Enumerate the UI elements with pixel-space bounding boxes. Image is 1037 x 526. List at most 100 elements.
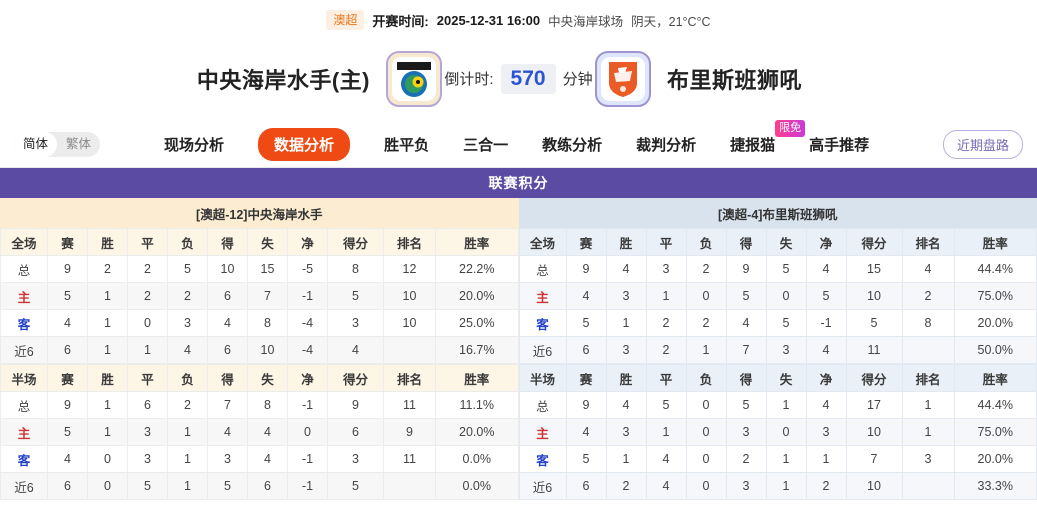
countdown-unit: 分钟 xyxy=(562,71,593,89)
cell-played: 5 xyxy=(565,445,607,473)
away-team-block[interactable]: 布里斯班狮吼 xyxy=(595,51,1015,107)
cell-win-rate: 25.0% xyxy=(435,309,519,337)
th-scope: 半场 xyxy=(0,364,48,392)
th-played: 赛 xyxy=(47,228,88,256)
cell-goals-for: 5 xyxy=(725,391,767,419)
cell-rank: 11 xyxy=(383,445,436,473)
cell-goals-for: 3 xyxy=(207,445,248,473)
cell-rank: 12 xyxy=(383,255,436,283)
cell-goals-against: 4 xyxy=(247,445,288,473)
cell-goal-diff: -1 xyxy=(287,472,328,500)
th-win: 胜 xyxy=(87,228,128,256)
countdown-label: 倒计时: xyxy=(444,71,494,89)
th-goals-for: 得 xyxy=(207,364,248,392)
cell-lose: 0 xyxy=(685,472,727,500)
cell-win-rate: 0.0% xyxy=(435,472,519,500)
tab-live-analysis[interactable]: 现场分析 xyxy=(164,137,225,154)
cell-goals-against: 5 xyxy=(765,309,807,337)
cell-win-rate: 50.0% xyxy=(953,336,1037,364)
th-goals-against: 失 xyxy=(247,228,288,256)
table-row: 主 5 1 3 1 4 4 0 6 9 20.0% xyxy=(0,418,519,446)
cell-rank: 11 xyxy=(383,391,436,419)
th-win: 胜 xyxy=(87,364,128,392)
cell-win-rate: 20.0% xyxy=(953,309,1037,337)
tab-three-in-one[interactable]: 三合一 xyxy=(463,137,509,154)
table-row: 近6 6 3 2 1 7 3 4 11 50.0% xyxy=(518,336,1037,364)
cell-points: 5 xyxy=(327,472,384,500)
cell-lose: 5 xyxy=(167,255,208,283)
cell-goals-for: 3 xyxy=(725,418,767,446)
nav-items: 现场分析 数据分析 胜平负 三合一 教练分析 裁判分析 捷报猫 限免 高手推荐 xyxy=(164,120,870,161)
th-scope: 半场 xyxy=(518,364,567,392)
cell-points: 6 xyxy=(327,418,384,446)
cell-win: 4 xyxy=(605,255,647,283)
table-row: 主 5 1 2 2 6 7 -1 5 10 20.0% xyxy=(0,282,519,310)
cell-win: 2 xyxy=(605,472,647,500)
cell-win-rate: 11.1% xyxy=(435,391,519,419)
th-rank: 排名 xyxy=(901,364,955,392)
th-goals-for: 得 xyxy=(725,364,767,392)
cell-win-rate: 33.3% xyxy=(953,472,1037,500)
cell-goals-against: 15 xyxy=(247,255,288,283)
th-scope: 全场 xyxy=(518,228,567,256)
lang-simplified-button[interactable]: 简体 xyxy=(14,131,58,158)
cell-rank xyxy=(383,472,436,500)
cell-rank xyxy=(901,472,955,500)
cell-goal-diff: -1 xyxy=(287,391,328,419)
tab-coach-analysis[interactable]: 教练分析 xyxy=(542,137,603,154)
th-scope: 全场 xyxy=(0,228,48,256)
tab-win-draw-lose[interactable]: 胜平负 xyxy=(384,137,430,154)
cell-played: 9 xyxy=(47,255,88,283)
cell-win-rate: 44.4% xyxy=(953,255,1037,283)
cell-win: 3 xyxy=(605,418,647,446)
lang-traditional-button[interactable]: 繁体 xyxy=(66,136,92,151)
limited-free-badge: 限免 xyxy=(775,120,806,138)
cell-points: 15 xyxy=(845,255,903,283)
recent-odds-button[interactable]: 近期盘路 xyxy=(942,130,1023,159)
cell-goal-diff: 2 xyxy=(805,472,847,500)
home-team-block[interactable]: 中央海岸水手(主) xyxy=(22,51,442,107)
th-win-rate: 胜率 xyxy=(953,364,1037,392)
th-points: 得分 xyxy=(845,228,903,256)
cell-win-rate: 44.4% xyxy=(953,391,1037,419)
cell-lose: 2 xyxy=(167,282,208,310)
cell-points: 5 xyxy=(327,282,384,310)
th-goals-for: 得 xyxy=(207,228,248,256)
cell-goals-for: 7 xyxy=(725,336,767,364)
cell-rank: 8 xyxy=(901,309,955,337)
table-row: 近6 6 1 1 4 6 10 -4 4 16.7% xyxy=(0,336,519,364)
match-info-bar: 澳超 开赛时间: 2025-12-31 16:00 中央海岸球场 阴天，21°C… xyxy=(0,0,1037,36)
cell-win: 1 xyxy=(605,445,647,473)
th-goal-diff: 净 xyxy=(805,228,847,256)
language-toggle[interactable]: 简体 繁体 xyxy=(14,131,101,158)
tab-expert-picks[interactable]: 高手推荐 xyxy=(809,137,870,154)
th-lose: 负 xyxy=(685,364,727,392)
cell-win: 1 xyxy=(87,309,128,337)
home-standings-pane: [澳超-12]中央海岸水手 全场 赛 胜 平 负 得 失 净 得分 排名 胜率 … xyxy=(0,198,519,500)
tab-data-analysis[interactable]: 数据分析 xyxy=(258,128,351,161)
row-label: 总 xyxy=(0,391,48,419)
cell-goals-against: 7 xyxy=(247,282,288,310)
tab-jiebaomao[interactable]: 捷报猫 限免 xyxy=(730,120,806,155)
cell-goal-diff: 3 xyxy=(805,418,847,446)
cell-goals-against: 5 xyxy=(765,255,807,283)
cell-goals-against: 4 xyxy=(247,418,288,446)
away-fulltime-table: 全场 赛 胜 平 负 得 失 净 得分 排名 胜率 总 9 4 3 2 9 5 … xyxy=(518,228,1037,364)
cell-lose: 0 xyxy=(685,391,727,419)
table-row: 总 9 1 6 2 7 8 -1 9 11 11.1% xyxy=(0,391,519,419)
cell-goals-against: 8 xyxy=(247,391,288,419)
cell-rank: 1 xyxy=(901,391,955,419)
cell-points: 3 xyxy=(327,445,384,473)
cell-goals-for: 5 xyxy=(725,282,767,310)
cell-played: 6 xyxy=(47,336,88,364)
table-row: 近6 6 2 4 0 3 1 2 10 33.3% xyxy=(518,472,1037,500)
cell-played: 4 xyxy=(47,309,88,337)
cell-draw: 3 xyxy=(127,418,168,446)
cell-goals-for: 4 xyxy=(207,309,248,337)
cell-win-rate: 75.0% xyxy=(953,418,1037,446)
cell-goal-diff: 4 xyxy=(805,255,847,283)
cell-draw: 1 xyxy=(645,282,687,310)
cell-win: 4 xyxy=(605,391,647,419)
row-label: 客 xyxy=(518,445,567,473)
tab-referee-analysis[interactable]: 裁判分析 xyxy=(636,137,697,154)
